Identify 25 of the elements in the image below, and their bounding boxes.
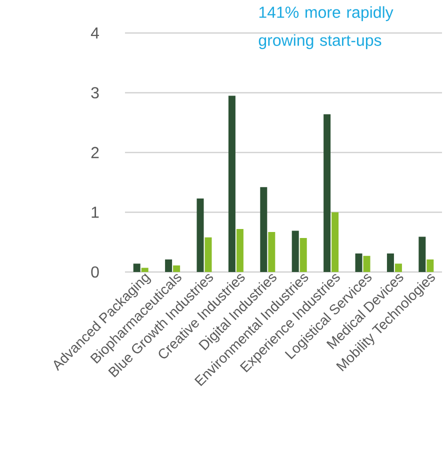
- bar: [165, 259, 172, 272]
- bar: [196, 198, 204, 272]
- bar: [426, 259, 434, 272]
- y-tick-label: 3: [91, 87, 99, 98]
- bar: [228, 96, 236, 272]
- bar: [173, 265, 180, 272]
- bar: [236, 228, 244, 272]
- y-tick-label: 4: [90, 27, 99, 39]
- bar: [418, 236, 426, 272]
- bar: [355, 253, 362, 272]
- bar: [324, 114, 331, 272]
- y-tick-label: 1: [92, 206, 99, 218]
- bar: [394, 264, 402, 272]
- bar: [133, 264, 140, 272]
- bar: [300, 238, 307, 272]
- bar: [268, 232, 276, 272]
- bar: [204, 237, 212, 272]
- bar: [292, 230, 299, 272]
- bar: [260, 187, 268, 272]
- bar: [363, 256, 370, 272]
- bar: [141, 268, 148, 272]
- bar: [332, 212, 339, 272]
- bar: [386, 253, 394, 272]
- annotation: 141% more rapidly growing start-ups: [258, 6, 394, 50]
- y-tick-label: 2: [91, 146, 99, 158]
